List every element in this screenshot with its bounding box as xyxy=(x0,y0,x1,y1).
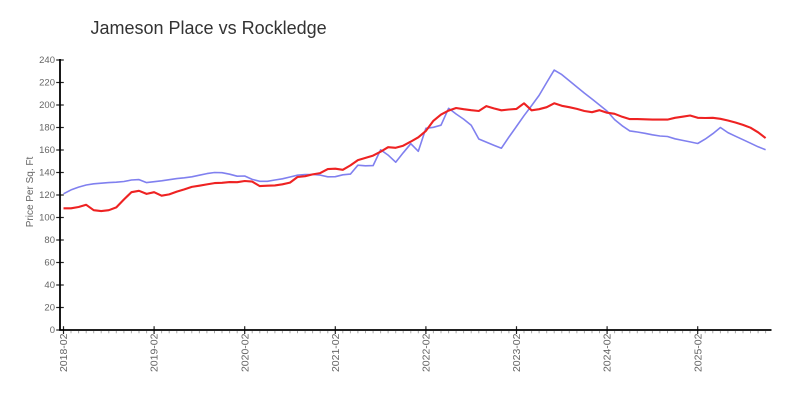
svg-text:Jameson Place vs Rockledge: Jameson Place vs Rockledge xyxy=(91,18,327,38)
svg-text:140: 140 xyxy=(39,167,55,178)
svg-text:240: 240 xyxy=(39,55,55,66)
svg-text:80: 80 xyxy=(44,235,55,246)
svg-text:2024-02: 2024-02 xyxy=(602,333,614,372)
svg-text:2025-02: 2025-02 xyxy=(692,333,704,372)
svg-text:180: 180 xyxy=(39,122,55,133)
svg-text:40: 40 xyxy=(44,280,55,291)
svg-text:2018-02: 2018-02 xyxy=(58,333,70,372)
svg-text:Price Per Sq. Ft: Price Per Sq. Ft xyxy=(25,156,36,227)
svg-text:2023-02: 2023-02 xyxy=(511,333,523,372)
svg-text:2020-02: 2020-02 xyxy=(239,333,251,372)
svg-text:100: 100 xyxy=(39,212,55,223)
svg-text:60: 60 xyxy=(44,257,55,268)
svg-text:160: 160 xyxy=(39,145,55,156)
svg-text:200: 200 xyxy=(39,100,55,111)
svg-text:220: 220 xyxy=(39,77,55,88)
svg-text:20: 20 xyxy=(44,302,55,313)
svg-text:2019-02: 2019-02 xyxy=(149,333,161,372)
svg-text:0: 0 xyxy=(50,325,55,336)
svg-text:2022-02: 2022-02 xyxy=(421,333,433,372)
svg-text:120: 120 xyxy=(39,190,55,201)
svg-text:2021-02: 2021-02 xyxy=(330,333,342,372)
